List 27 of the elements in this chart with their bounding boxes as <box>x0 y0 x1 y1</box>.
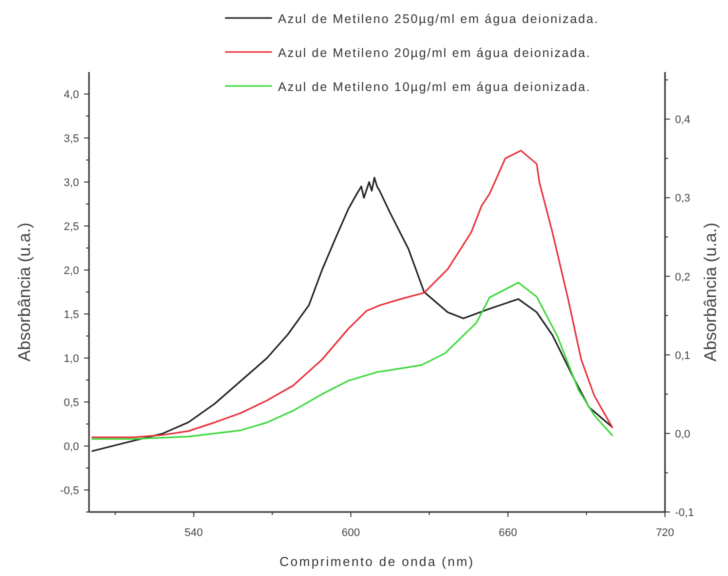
y2-tick-label: 0,4 <box>675 114 690 126</box>
x-tick-label: 600 <box>342 527 360 539</box>
y-tick-label: 1,0 <box>64 353 79 365</box>
y2-tick-label: 0,3 <box>675 192 690 205</box>
y-tick-label: 3,0 <box>64 177 79 189</box>
legend-label: Azul de Metileno 20µg/ml em água deionizada. <box>278 46 591 60</box>
y2-tick-label: 0,0 <box>675 428 690 440</box>
legend-label: Azul de Metileno 250µg/ml em água deionizada. <box>278 12 600 26</box>
y-tick-label: 3,5 <box>64 133 79 145</box>
y2-tick-label: 0,1 <box>675 350 690 362</box>
y-tick-label: 1,5 <box>64 309 79 321</box>
x-axis-title: Comprimento de onda (nm) <box>280 554 474 569</box>
y2-tick-label: -0,1 <box>675 507 694 519</box>
y2-axis-title: Absorbância (u.a.) <box>701 222 720 362</box>
x-tick-label: 720 <box>656 527 674 539</box>
legend-label: Azul de Metileno 10µg/ml em água deionizada. <box>278 80 591 94</box>
y-tick-label: 2,5 <box>64 221 79 233</box>
y-tick-label: 0,5 <box>64 397 79 409</box>
y-axis-title: Absorbância (u.a.) <box>15 222 34 362</box>
line-series <box>90 282 614 440</box>
x-tick-label: 660 <box>498 527 518 539</box>
y2-tick-label: 0,2 <box>675 271 690 284</box>
y-tick-label: -0,5 <box>60 485 79 497</box>
y-tick-label: 0,0 <box>64 441 79 453</box>
x-tick-label: 540 <box>184 527 203 539</box>
y-tick-label: 4,0 <box>64 89 79 101</box>
y-tick-label: 2,0 <box>64 265 79 277</box>
